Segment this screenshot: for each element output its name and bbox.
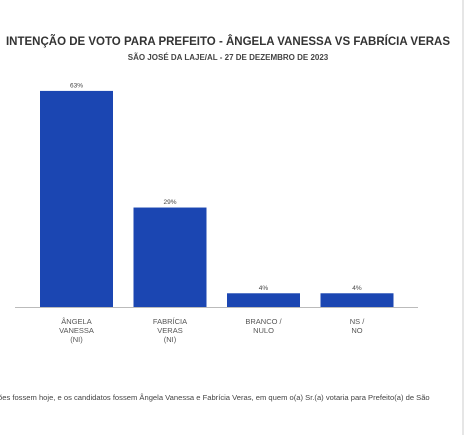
x-tick-label: (NI)	[164, 335, 177, 344]
x-tick-label: NS /	[350, 317, 366, 326]
chart-title: INTENÇÃO DE VOTO PARA PREFEITO - ÂNGELA …	[6, 35, 450, 48]
chart-subtitle: SÃO JOSÉ DA LAJE/AL - 27 DE DEZEMBRO DE …	[128, 53, 329, 62]
x-tick-label: FABRÍCIA	[153, 317, 187, 326]
x-tick-label: ÂNGELA	[61, 317, 91, 326]
value-label: 63%	[70, 83, 83, 90]
x-tick-label: NULO	[253, 326, 274, 335]
x-tick-label: VANESSA	[59, 326, 94, 335]
bar	[133, 207, 207, 307]
value-label: 29%	[163, 199, 176, 206]
bar	[227, 293, 300, 307]
x-tick-label: (NI)	[70, 335, 83, 344]
bar	[320, 293, 394, 307]
footnote: ões fossem hoje, e os candidatos fossem …	[0, 393, 430, 402]
bar	[40, 90, 113, 307]
x-tick-label: VERAS	[157, 326, 182, 335]
value-label: 4%	[259, 285, 269, 292]
x-tick-label: NO	[351, 326, 362, 335]
x-tick-label: BRANCO /	[245, 317, 282, 326]
value-label: 4%	[352, 285, 362, 292]
